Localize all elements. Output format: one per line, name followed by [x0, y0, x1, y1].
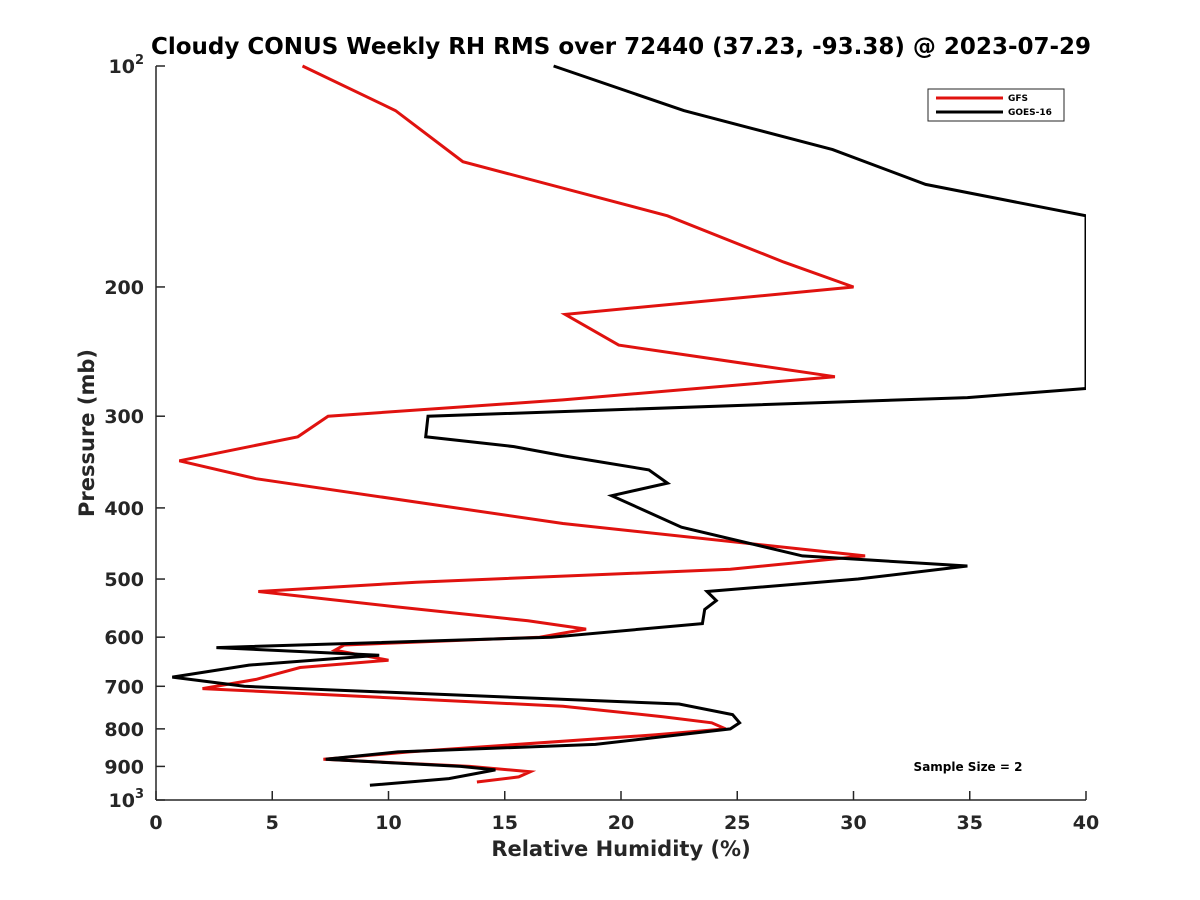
x-tick-label: 30 — [840, 812, 866, 834]
y-tick-label: 103 — [109, 787, 145, 812]
plot-area — [156, 66, 1086, 800]
x-axis-ticks: 0 5 10 15 20 25 30 35 40 — [149, 791, 1099, 834]
legend: GFS GOES-16 — [927, 88, 1065, 122]
y-tick-label: 500 — [104, 569, 144, 591]
legend-label: GOES-16 — [1008, 108, 1052, 118]
chart-title: Cloudy CONUS Weekly RH RMS over 72440 (3… — [151, 34, 1091, 60]
y-tick-label-exponent: 2 — [135, 53, 144, 68]
y-tick-label-base: 10 — [109, 790, 135, 812]
sample-size-annotation: Sample Size = 2 — [914, 760, 1023, 774]
legend-label: GFS — [1008, 94, 1028, 104]
series-layer — [172, 64, 1086, 787]
y-tick-label: 200 — [104, 277, 144, 299]
y-axis-title: Pressure (mb) — [75, 349, 99, 517]
x-tick-label: 35 — [957, 812, 983, 834]
x-tick-label: 15 — [492, 812, 518, 834]
x-axis-title: Relative Humidity (%) — [491, 837, 750, 861]
x-tick-label: 5 — [266, 812, 279, 834]
y-tick-label: 600 — [104, 627, 144, 649]
x-tick-label: 40 — [1073, 812, 1099, 834]
x-tick-label: 0 — [149, 812, 162, 834]
y-tick-label: 700 — [104, 676, 144, 698]
x-tick-label: 25 — [724, 812, 750, 834]
series-line-gfs — [178, 64, 866, 784]
x-tick-label: 20 — [608, 812, 634, 834]
y-tick-label-exponent: 3 — [135, 787, 144, 802]
x-tick-label: 10 — [375, 812, 401, 834]
series-line-goes-16 — [172, 64, 1086, 787]
y-tick-label-base: 10 — [109, 56, 135, 78]
y-tick-label: 102 — [109, 53, 145, 78]
legend-box — [927, 88, 1065, 122]
y-tick-label: 800 — [104, 719, 144, 741]
y-tick-label: 300 — [104, 406, 144, 428]
y-tick-label: 400 — [104, 498, 144, 520]
y-tick-label: 900 — [104, 756, 144, 778]
